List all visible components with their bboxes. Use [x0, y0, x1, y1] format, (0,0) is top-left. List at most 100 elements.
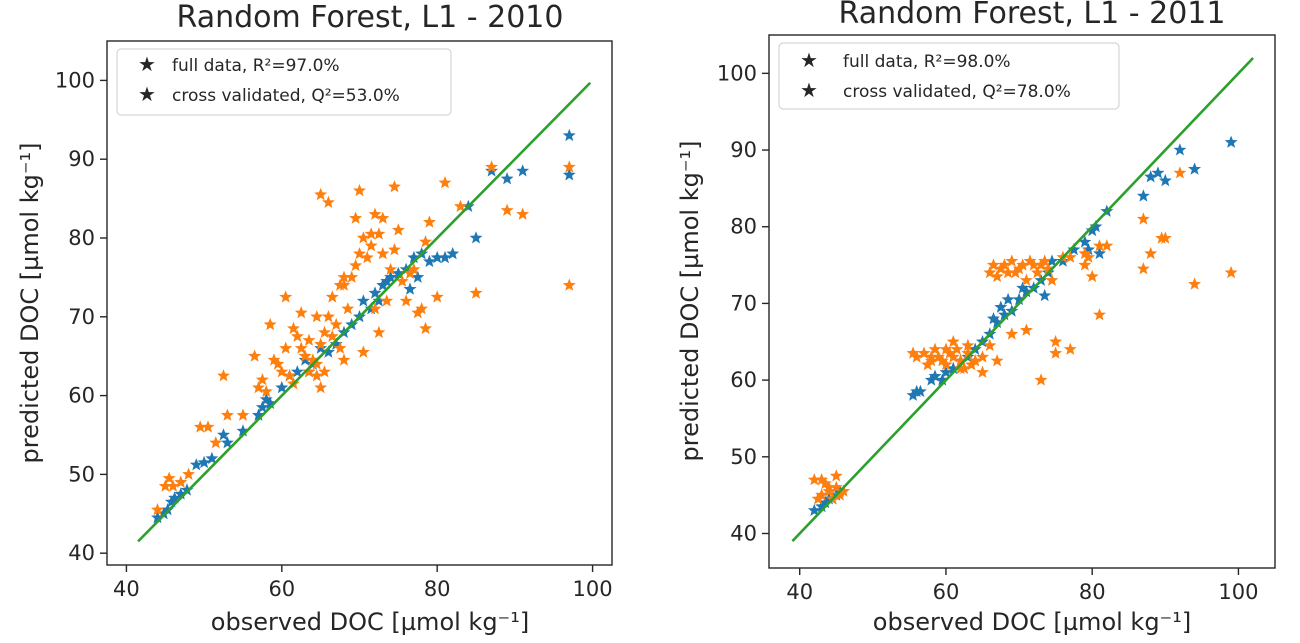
cross-validated-point [924, 354, 938, 367]
full-data-point [990, 315, 1004, 329]
full-data-point [368, 286, 382, 299]
cross-validated-point [333, 278, 347, 291]
cross-validated-point [1082, 250, 1095, 263]
full-data-point [1158, 173, 1172, 187]
cross-validated-point [298, 349, 312, 362]
full-data-point [384, 270, 397, 283]
full-data-point [1019, 285, 1033, 298]
cross-validated-point [921, 358, 935, 371]
cross-validated-point [376, 211, 390, 224]
cross-validated-point [961, 338, 975, 352]
cross-validated-point [376, 247, 390, 260]
cross-validated-point [380, 294, 394, 307]
full-data-point [151, 510, 164, 524]
x-tick-label: 40 [113, 577, 140, 601]
full-data-point [157, 507, 171, 520]
full-data-point [380, 274, 394, 287]
cross-validated-point [349, 211, 363, 224]
cross-validated-point [946, 335, 960, 348]
y-tick-label: 80 [68, 226, 95, 250]
full-data-point [1016, 281, 1030, 294]
cross-validated-point [364, 227, 378, 240]
cross-validated-point [1093, 239, 1106, 252]
full-data-point [263, 396, 277, 409]
cross-validated-point [368, 302, 382, 315]
full-data-point [314, 341, 328, 354]
y-tick-label: 60 [68, 384, 95, 408]
cross-validated-point [815, 473, 829, 486]
legend-marker-full: ★ [138, 52, 156, 76]
cross-validated-point [822, 484, 836, 497]
cross-validated-point [403, 266, 417, 279]
cross-validated-point [1041, 262, 1055, 275]
full-data-point [1136, 189, 1150, 202]
cross-validated-point [415, 302, 429, 315]
full-data-point [1067, 242, 1081, 256]
axes-frame [768, 34, 1276, 569]
cross-validated-point [329, 317, 343, 331]
cross-validated-point [928, 342, 942, 355]
y-tick-label: 100 [55, 68, 95, 92]
cross-validated-point [423, 215, 436, 228]
full-data-point [403, 282, 417, 295]
cross-validated-point [965, 358, 978, 371]
full-data-point [1045, 254, 1059, 267]
full-data-point [1001, 292, 1015, 306]
full-data-point [391, 266, 405, 279]
x-tick-label: 80 [1079, 580, 1106, 604]
legend-label-full: full data, R²=98.0% [843, 52, 1011, 72]
full-data-point [275, 380, 289, 394]
legend-label-full: full data, R²=97.0% [172, 56, 340, 76]
x-tick-label: 100 [573, 577, 613, 601]
identity-line [791, 57, 1255, 543]
cross-validated-point [1012, 262, 1026, 275]
cross-validated-point [1027, 258, 1041, 271]
legend-marker-cv: ★ [800, 78, 818, 102]
cross-validated-point [1085, 269, 1099, 283]
cross-validated-point [259, 384, 273, 398]
cross-validated-point [939, 342, 953, 355]
cross-validated-point [174, 475, 188, 488]
cross-validated-point [314, 380, 328, 394]
cross-validated-point [939, 358, 953, 371]
cross-validated-point [345, 270, 359, 283]
y-tick-label: 90 [730, 138, 757, 162]
full-data-point [946, 361, 960, 375]
full-data-point [205, 451, 219, 465]
x-axis-label: observed DOC [µmol kg⁻¹] [211, 608, 529, 636]
cross-validated-point [287, 321, 300, 335]
full-data-point [407, 250, 421, 264]
legend-frame [778, 42, 1120, 110]
full-data-point [411, 270, 425, 283]
cross-validated-point [935, 354, 949, 367]
full-data-point [236, 424, 250, 437]
full-data-point [818, 496, 832, 509]
cross-validated-point [337, 353, 351, 366]
full-data-point [255, 400, 269, 413]
cross-validated-point [976, 350, 989, 363]
cross-validated-point [162, 471, 176, 484]
full-data-point [562, 128, 576, 142]
cross-validated-point [1173, 166, 1187, 179]
full-data-point [180, 483, 194, 496]
cross-validated-point [236, 408, 250, 421]
cross-validated-point [811, 492, 825, 505]
cross-validated-point [356, 231, 370, 244]
cross-validated-point [302, 365, 316, 378]
full-data-point [174, 487, 188, 500]
y-tick-label: 100 [717, 61, 757, 85]
full-data-point [562, 168, 576, 181]
cross-validated-point [1136, 262, 1150, 275]
cross-validated-point [987, 258, 1000, 271]
cross-validated-point [353, 183, 366, 197]
chart-2011: Random Forest, L1 - 2011 40 60 80 100 40 50 60… [676, 0, 1276, 636]
cross-validated-point [837, 484, 851, 497]
cross-validated-point [910, 350, 924, 363]
legend-marker-full: ★ [800, 48, 818, 72]
cross-validated-point [353, 247, 366, 260]
cross-validated-point [946, 350, 960, 363]
full-data-point [913, 384, 927, 398]
cross-validated-point [818, 476, 832, 490]
y-axis-label: predicted DOC [µmol kg⁻¹] [16, 142, 44, 463]
cross-validated-point [283, 369, 296, 382]
